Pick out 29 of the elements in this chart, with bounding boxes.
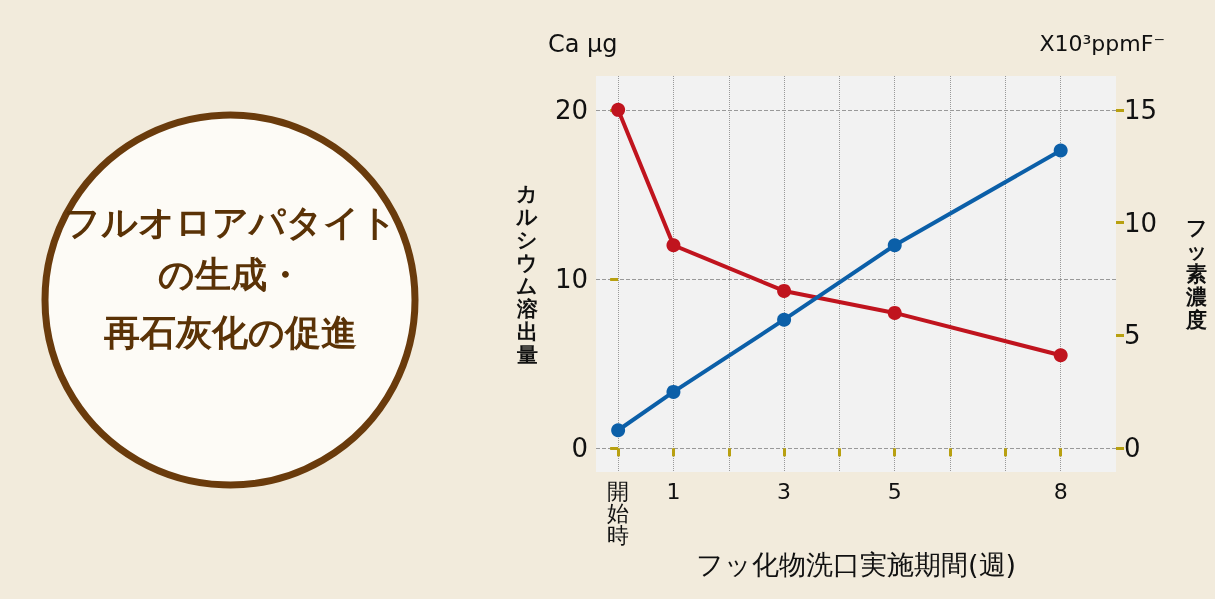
point <box>777 283 792 298</box>
point <box>666 384 681 399</box>
x-tick-label: 8 <box>1053 478 1068 504</box>
point <box>1053 348 1068 363</box>
text: X10³ppmF⁻ <box>1039 30 1165 56</box>
y-tick-label: 20 <box>554 94 588 125</box>
y-tick-label: 10 <box>554 264 588 295</box>
y2-tick-label: 15 <box>1124 94 1158 125</box>
y2-axis-title: フッ素濃度 <box>1185 216 1208 332</box>
text: Ca μg <box>548 30 618 58</box>
y-axis-title: カルシウム溶出量 <box>515 181 538 367</box>
y2-tick-label: 10 <box>1124 207 1158 238</box>
text: 再石灰化の促進 <box>102 311 357 353</box>
point <box>887 305 902 320</box>
text: フルオロアパタイトの生成・ <box>63 201 397 295</box>
y2-tick-label: 0 <box>1124 433 1141 464</box>
x-tick-label: 1 <box>666 478 681 504</box>
point <box>611 102 626 117</box>
x-tick-label: 3 <box>777 478 792 504</box>
x-axis-title: フッ化物洗口実施期間(週) <box>695 548 1017 580</box>
y2-tick-label: 5 <box>1124 320 1141 351</box>
point <box>666 238 681 253</box>
y-tick-label: 0 <box>571 433 588 464</box>
point <box>887 238 902 253</box>
x-tick-label: 5 <box>887 478 902 504</box>
point <box>611 423 626 438</box>
x-tick-label: 開始時 <box>607 478 630 548</box>
point <box>1053 143 1068 158</box>
point <box>777 312 792 327</box>
